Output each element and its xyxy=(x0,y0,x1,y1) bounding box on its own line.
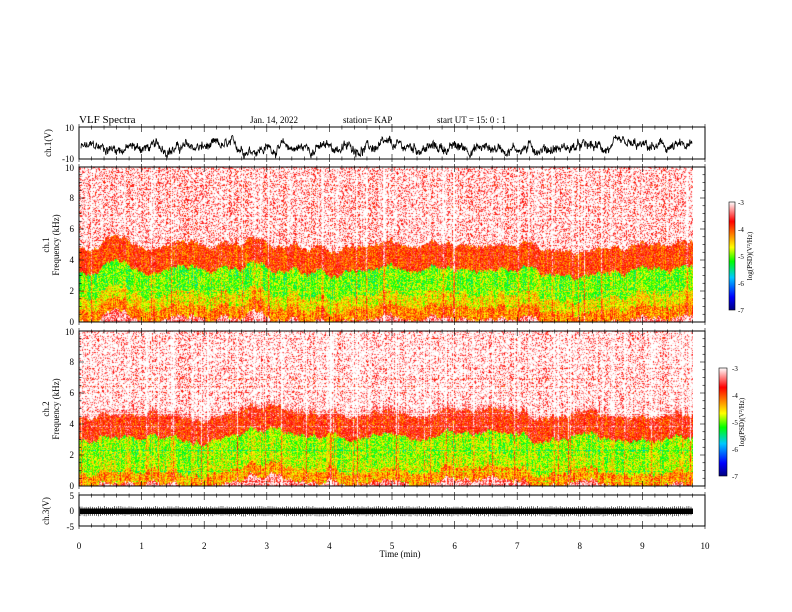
time-tick-label: 7 xyxy=(515,541,520,551)
ch2-freq-tick-8: 8 xyxy=(70,357,75,367)
ch2-freq-tick-0: 0 xyxy=(70,481,75,491)
ch1-ytick-bottom: -10 xyxy=(62,154,74,164)
ch2-colorbar-gradient xyxy=(718,367,728,477)
ch2-colorbar-tick--7: -7 xyxy=(732,473,738,481)
time-tick-label: 0 xyxy=(77,541,82,551)
station-label: station= KAP xyxy=(343,115,392,125)
ch1-freq-tick-4: 4 xyxy=(70,255,75,265)
time-tick-label: 5 xyxy=(390,541,395,551)
ch3-ytick-0: 0 xyxy=(70,506,75,516)
ch1-spectrogram-image xyxy=(79,167,693,322)
ch1-voltage-ticks xyxy=(78,124,706,162)
ch2-colorbar-tick--6: -6 xyxy=(732,446,738,454)
ch2-spectrogram-ticks xyxy=(78,328,706,489)
time-tick-label: 4 xyxy=(327,541,332,551)
time-tick-label: 10 xyxy=(701,541,711,551)
ch1-colorbar-label: log(PSD)(V²/Hz) xyxy=(746,231,754,280)
time-tick-label: 1 xyxy=(139,541,144,551)
ch1-ytick-top: 10 xyxy=(65,123,75,133)
time-axis-label: Time (min) xyxy=(380,549,421,559)
ch2-spectrogram-ylabel-channel: ch.2 xyxy=(41,401,51,416)
ch3-voltage-trace xyxy=(79,506,693,517)
ch2-colorbar-label: log(PSD)(V²/Hz) xyxy=(738,397,746,446)
ch1-voltage-trace xyxy=(80,134,693,159)
ch2-colorbar: -3 -4 -5 -6 -7 log(PSD)(V²/Hz) xyxy=(718,365,746,481)
time-tick-label: 3 xyxy=(265,541,270,551)
ch2-colorbar-tick--4: -4 xyxy=(732,392,738,400)
ch1-colorbar-tick--3: -3 xyxy=(738,199,744,207)
ch2-freq-tick-4: 4 xyxy=(70,419,75,429)
ch2-spectrogram-panel: 0 2 4 6 8 10 ch.2 Frequency (kHz) xyxy=(41,327,706,491)
header: VLF Spectra Jan. 14, 2022 station= KAP s… xyxy=(79,114,506,126)
ch1-colorbar-tick--5: -5 xyxy=(738,253,744,261)
time-tick-label: 2 xyxy=(202,541,207,551)
time-axis-tick-labels: 0 1 2 3 4 5 6 7 8 9 10 xyxy=(77,541,710,551)
ch1-voltage-ylabel: ch.1(V) xyxy=(43,129,53,157)
start-time-label: start UT = 15: 0 : 1 xyxy=(437,115,506,125)
time-tick-label: 9 xyxy=(640,541,645,551)
ch2-colorbar-tick--5: -5 xyxy=(732,419,738,427)
ch1-colorbar-tick--7: -7 xyxy=(738,307,744,315)
ch3-voltage-panel: 5 0 -5 ch.3(V) xyxy=(41,491,706,532)
ch1-voltage-panel: 10 -10 ch.1(V) xyxy=(43,123,706,164)
ch2-colorbar-tick--3: -3 xyxy=(732,365,738,373)
ch2-freq-tick-6: 6 xyxy=(70,388,75,398)
ch1-freq-tick-8: 8 xyxy=(70,193,75,203)
ch3-voltage-ticks xyxy=(78,492,706,529)
time-tick-label: 8 xyxy=(578,541,583,551)
ch1-spectrogram-ticks xyxy=(78,164,706,325)
ch3-ytick-5: 5 xyxy=(70,491,75,501)
ch2-spectrogram-ylabel-frequency: Frequency (kHz) xyxy=(51,378,61,439)
date-label: Jan. 14, 2022 xyxy=(250,115,298,125)
ch3-ytick--5: -5 xyxy=(67,522,75,532)
figure-title: VLF Spectra xyxy=(79,114,136,126)
ch1-freq-tick-6: 6 xyxy=(70,224,75,234)
ch1-colorbar-gradient xyxy=(728,201,736,311)
time-tick-label: 6 xyxy=(452,541,457,551)
ch2-freq-tick-2: 2 xyxy=(70,450,75,460)
ch2-spectrogram-image xyxy=(79,331,693,486)
ch1-colorbar: -3 -4 -5 -6 -7 log(PSD)(V²/Hz) xyxy=(728,199,754,315)
ch1-colorbar-tick--4: -4 xyxy=(738,226,744,234)
ch1-spectrogram-panel: 0 2 4 6 8 10 ch.1 Frequency (kHz) xyxy=(41,163,706,327)
ch1-freq-tick-2: 2 xyxy=(70,286,75,296)
ch1-spectrogram-ylabel-frequency: Frequency (kHz) xyxy=(51,214,61,275)
ch1-freq-tick-0: 0 xyxy=(70,317,75,327)
ch1-colorbar-tick--6: -6 xyxy=(738,280,744,288)
ch3-trace-spikes xyxy=(79,506,692,517)
ch2-freq-tick-10: 10 xyxy=(65,327,75,337)
ch1-freq-tick-10: 10 xyxy=(65,163,75,173)
ch3-voltage-ylabel: ch.3(V) xyxy=(41,497,51,525)
ch1-spectrogram-ylabel-channel: ch.1 xyxy=(41,237,51,252)
